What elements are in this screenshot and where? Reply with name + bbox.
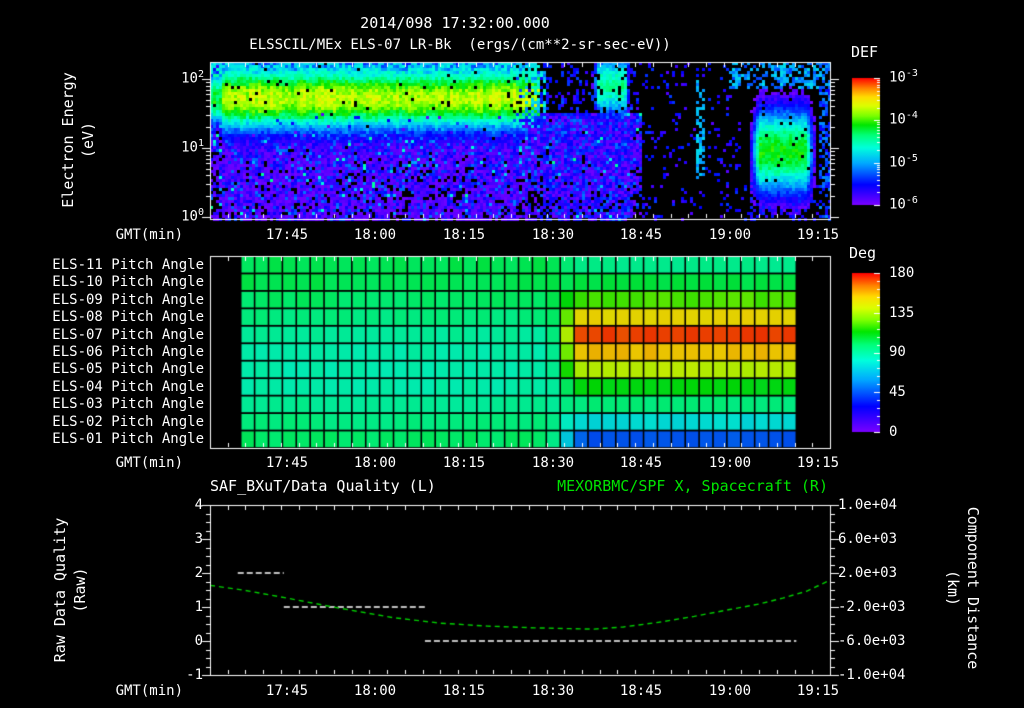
top-y-tick-label: 102: [181, 69, 204, 87]
pitch-row-label: ELS-02 Pitch Angle: [52, 414, 204, 430]
pitch-row-label: ELS-09 Pitch Angle: [52, 292, 204, 308]
bottom-right-tick-label: 6.0e+03: [838, 531, 898, 547]
def-colorbar-tick-label: 10-5: [889, 153, 918, 171]
pitch-row-label: ELS-08 Pitch Angle: [52, 309, 204, 325]
deg-colorbar-tick-label: 180: [889, 265, 915, 281]
pitch-row-label: ELS-05 Pitch Angle: [52, 361, 204, 377]
time-tick-label: 19:00: [708, 455, 752, 471]
time-tick-label: 18:45: [619, 455, 663, 471]
pitch-row-label: ELS-01 Pitch Angle: [52, 431, 204, 447]
bottom-title-left: SAF_BXuT/Data Quality (L): [210, 477, 436, 495]
pitch-row-label: ELS-11 Pitch Angle: [52, 257, 204, 273]
time-tick-label: 19:15: [796, 455, 840, 471]
bottom-left-tick-label: -1: [186, 667, 203, 683]
time-tick-label: 19:00: [708, 683, 752, 699]
bottom-right-y-axis-label: Component Distance (km): [943, 507, 983, 670]
bottom-left-tick-label: 2: [194, 565, 203, 581]
pitch-row-label: ELS-10 Pitch Angle: [52, 274, 204, 290]
time-tick-label: 17:45: [265, 455, 309, 471]
deg-colorbar-label: Deg: [849, 244, 877, 262]
title-instrument: ELSSCIL/MEx ELS-07 LR-Bk (ergs/(cm**2-sr…: [249, 37, 671, 53]
time-tick-label: 17:45: [265, 227, 309, 243]
bottom-right-tick-label: 1.0e+04: [838, 497, 898, 513]
def-colorbar-label: DEF: [851, 43, 879, 61]
bottom-left-tick-label: 1: [194, 599, 203, 615]
time-tick-label: 18:00: [353, 683, 397, 699]
bottom-left-y-label-line2: (Raw): [71, 567, 89, 613]
def-colorbar-tick-label: 10-3: [889, 68, 918, 86]
bottom-right-tick-label: 2.0e+03: [838, 565, 898, 581]
pitch-row-label: ELS-04 Pitch Angle: [52, 379, 204, 395]
time-tick-label: 18:45: [619, 227, 663, 243]
bottom-left-tick-label: 3: [194, 531, 203, 547]
top-y-axis-label: Electron Energy (eV): [58, 72, 98, 207]
bottom-left-y-axis-label: Raw Data Quality (Raw): [50, 518, 90, 663]
time-tick-label: 18:30: [531, 227, 575, 243]
time-tick-label: 18:30: [531, 455, 575, 471]
def-colorbar-tick-label: 10-4: [889, 110, 918, 128]
mid-gmt-label: GMT(min): [115, 455, 183, 471]
time-tick-label: 18:15: [442, 683, 486, 699]
bottom-left-y-label-line1: Raw Data Quality: [51, 517, 69, 663]
bottom-right-tick-label: -1.0e+04: [838, 667, 906, 683]
pitch-row-label: ELS-07 Pitch Angle: [52, 327, 204, 343]
title-datetime: 2014/098 17:32:00.000: [360, 14, 550, 32]
time-tick-label: 17:45: [265, 683, 309, 699]
time-tick-label: 19:15: [796, 683, 840, 699]
deg-colorbar-tick-label: 135: [889, 305, 915, 321]
bottom-right-tick-label: -2.0e+03: [838, 599, 906, 615]
bottom-left-tick-label: 0: [194, 633, 203, 649]
bottom-right-tick-label: -6.0e+03: [838, 633, 906, 649]
time-tick-label: 18:45: [619, 683, 663, 699]
deg-colorbar-tick-label: 45: [889, 384, 906, 400]
top-y-tick-label: 101: [181, 138, 204, 156]
deg-colorbar-tick-label: 90: [889, 344, 906, 360]
top-y-axis-label-line1: Electron Energy: [59, 72, 77, 208]
time-tick-label: 19:00: [708, 227, 752, 243]
time-tick-label: 18:30: [531, 683, 575, 699]
time-tick-label: 19:15: [796, 227, 840, 243]
top-y-axis-label-line2: (eV): [79, 121, 97, 159]
time-tick-label: 18:00: [353, 227, 397, 243]
pitch-row-label: ELS-06 Pitch Angle: [52, 344, 204, 360]
bottom-gmt-label: GMT(min): [115, 683, 183, 699]
time-tick-label: 18:15: [442, 455, 486, 471]
time-tick-label: 18:00: [353, 455, 397, 471]
def-colorbar-tick-label: 10-6: [889, 195, 918, 213]
time-tick-label: 18:15: [442, 227, 486, 243]
bottom-right-y-label-line1: Component Distance: [964, 506, 982, 670]
bottom-left-tick-label: 4: [194, 497, 203, 513]
bottom-right-y-label-line2: (km): [944, 569, 962, 607]
bottom-title-right: MEXORBMC/SPF X, Spacecraft (R): [557, 477, 828, 495]
pitch-row-label: ELS-03 Pitch Angle: [52, 396, 204, 412]
top-gmt-label: GMT(min): [115, 227, 183, 243]
deg-colorbar-tick-label: 0: [889, 424, 898, 440]
top-y-tick-label: 100: [181, 207, 204, 225]
